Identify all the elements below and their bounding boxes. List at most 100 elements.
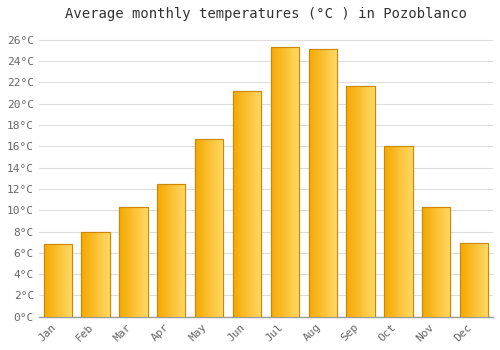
Bar — [56, 244, 57, 317]
Bar — [179, 184, 180, 317]
Bar — [366, 85, 367, 317]
Bar — [384, 146, 385, 317]
Bar — [82, 232, 110, 317]
Bar — [444, 207, 445, 317]
Bar — [86, 232, 87, 317]
Bar — [391, 146, 392, 317]
Bar — [276, 47, 278, 317]
Bar — [427, 207, 428, 317]
Bar — [90, 232, 91, 317]
Bar — [384, 146, 412, 317]
Bar — [364, 85, 366, 317]
Bar — [172, 184, 173, 317]
Bar — [121, 207, 122, 317]
Bar — [96, 232, 98, 317]
Bar — [89, 232, 90, 317]
Bar — [157, 184, 186, 317]
Bar — [441, 207, 442, 317]
Bar — [477, 243, 478, 317]
Bar — [87, 232, 88, 317]
Bar — [202, 139, 203, 317]
Bar — [332, 49, 333, 317]
Bar — [48, 244, 49, 317]
Bar — [408, 146, 409, 317]
Bar — [214, 139, 215, 317]
Bar — [362, 85, 364, 317]
Bar — [157, 184, 186, 317]
Bar — [283, 47, 284, 317]
Bar — [428, 207, 430, 317]
Bar — [385, 146, 386, 317]
Bar — [351, 85, 352, 317]
Bar — [143, 207, 144, 317]
Bar — [349, 85, 350, 317]
Bar — [106, 232, 107, 317]
Bar — [334, 49, 335, 317]
Bar — [53, 244, 54, 317]
Bar — [244, 91, 245, 317]
Bar — [474, 243, 475, 317]
Bar — [134, 207, 136, 317]
Bar — [316, 49, 317, 317]
Bar — [370, 85, 371, 317]
Bar — [484, 243, 486, 317]
Bar — [308, 49, 337, 317]
Bar — [247, 91, 248, 317]
Bar — [346, 85, 375, 317]
Bar — [166, 184, 168, 317]
Bar — [426, 207, 427, 317]
Bar — [353, 85, 354, 317]
Bar — [195, 139, 196, 317]
Bar — [286, 47, 287, 317]
Bar — [206, 139, 208, 317]
Bar — [240, 91, 242, 317]
Bar — [71, 244, 72, 317]
Bar — [274, 47, 276, 317]
Bar — [182, 184, 184, 317]
Bar — [368, 85, 369, 317]
Bar — [280, 47, 281, 317]
Bar — [296, 47, 297, 317]
Bar — [178, 184, 179, 317]
Bar — [84, 232, 85, 317]
Bar — [146, 207, 148, 317]
Bar — [204, 139, 206, 317]
Bar — [55, 244, 56, 317]
Bar — [130, 207, 132, 317]
Bar — [324, 49, 326, 317]
Bar — [222, 139, 224, 317]
Bar — [328, 49, 330, 317]
Bar — [446, 207, 448, 317]
Bar — [233, 91, 234, 317]
Bar — [158, 184, 159, 317]
Bar — [67, 244, 68, 317]
Bar — [440, 207, 441, 317]
Bar — [200, 139, 202, 317]
Bar — [278, 47, 279, 317]
Bar — [82, 232, 110, 317]
Bar — [184, 184, 186, 317]
Bar — [294, 47, 296, 317]
Bar — [103, 232, 104, 317]
Bar — [128, 207, 130, 317]
Bar — [360, 85, 362, 317]
Bar — [318, 49, 319, 317]
Bar — [326, 49, 328, 317]
Bar — [144, 207, 145, 317]
Bar — [346, 85, 348, 317]
Bar — [69, 244, 70, 317]
Bar — [159, 184, 160, 317]
Bar — [251, 91, 252, 317]
Bar — [52, 244, 53, 317]
Bar — [139, 207, 140, 317]
Bar — [298, 47, 299, 317]
Bar — [109, 232, 110, 317]
Bar — [479, 243, 480, 317]
Bar — [282, 47, 283, 317]
Bar — [390, 146, 391, 317]
Bar — [320, 49, 321, 317]
Bar — [248, 91, 249, 317]
Bar — [108, 232, 109, 317]
Bar — [312, 49, 313, 317]
Bar — [475, 243, 476, 317]
